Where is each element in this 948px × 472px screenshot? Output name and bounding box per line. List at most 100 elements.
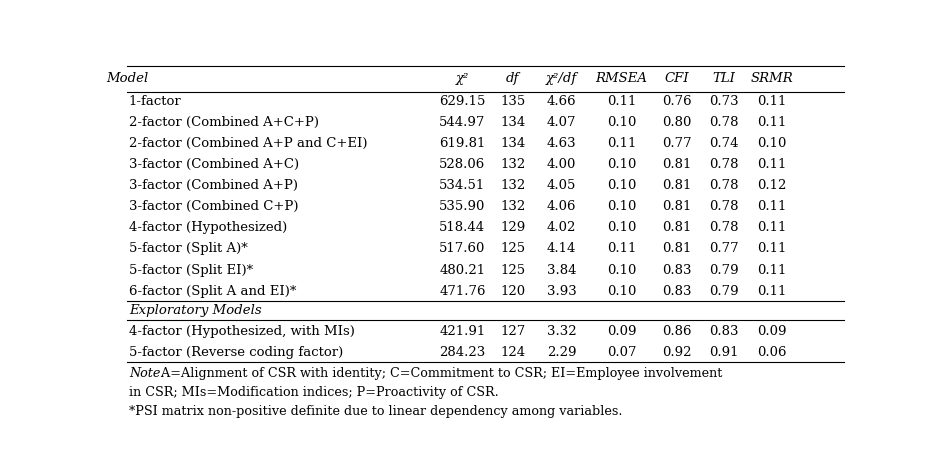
Text: 4.05: 4.05 bbox=[547, 179, 576, 192]
Text: Note.: Note. bbox=[129, 367, 164, 380]
Text: 421.91: 421.91 bbox=[439, 325, 485, 337]
Text: 0.10: 0.10 bbox=[607, 263, 636, 277]
Text: 544.97: 544.97 bbox=[439, 116, 485, 129]
Text: 0.86: 0.86 bbox=[662, 325, 691, 337]
Text: 0.83: 0.83 bbox=[662, 285, 691, 297]
Text: 0.92: 0.92 bbox=[662, 346, 691, 359]
Text: 3-factor (Combined A+P): 3-factor (Combined A+P) bbox=[129, 179, 298, 192]
Text: 0.10: 0.10 bbox=[757, 137, 787, 150]
Text: 0.11: 0.11 bbox=[607, 137, 636, 150]
Text: 2-factor (Combined A+P and C+EI): 2-factor (Combined A+P and C+EI) bbox=[129, 137, 367, 150]
Text: 0.83: 0.83 bbox=[662, 263, 691, 277]
Text: 0.78: 0.78 bbox=[709, 158, 739, 171]
Text: 4.02: 4.02 bbox=[547, 221, 576, 235]
Text: Model: Model bbox=[106, 72, 149, 85]
Text: 3-factor (Combined C+P): 3-factor (Combined C+P) bbox=[129, 200, 299, 213]
Text: 0.07: 0.07 bbox=[607, 346, 636, 359]
Text: 0.78: 0.78 bbox=[709, 200, 739, 213]
Text: 5-factor (Split EI)*: 5-factor (Split EI)* bbox=[129, 263, 253, 277]
Text: 3.84: 3.84 bbox=[547, 263, 576, 277]
Text: 4.66: 4.66 bbox=[547, 95, 576, 108]
Text: 135: 135 bbox=[500, 95, 525, 108]
Text: 528.06: 528.06 bbox=[439, 158, 485, 171]
Text: χ²/df: χ²/df bbox=[546, 72, 577, 85]
Text: 0.11: 0.11 bbox=[757, 200, 787, 213]
Text: 518.44: 518.44 bbox=[439, 221, 485, 235]
Text: Exploratory Models: Exploratory Models bbox=[129, 303, 262, 317]
Text: 0.09: 0.09 bbox=[757, 325, 787, 337]
Text: 0.81: 0.81 bbox=[662, 158, 691, 171]
Text: 2-factor (Combined A+C+P): 2-factor (Combined A+C+P) bbox=[129, 116, 319, 129]
Text: 5-factor (Split A)*: 5-factor (Split A)* bbox=[129, 243, 247, 255]
Text: 0.81: 0.81 bbox=[662, 179, 691, 192]
Text: RMSEA: RMSEA bbox=[595, 72, 647, 85]
Text: 4-factor (Hypothesized, with MIs): 4-factor (Hypothesized, with MIs) bbox=[129, 325, 355, 337]
Text: 480.21: 480.21 bbox=[439, 263, 485, 277]
Text: 0.73: 0.73 bbox=[709, 95, 739, 108]
Text: 0.11: 0.11 bbox=[757, 158, 787, 171]
Text: 0.91: 0.91 bbox=[709, 346, 739, 359]
Text: 0.81: 0.81 bbox=[662, 243, 691, 255]
Text: 4.00: 4.00 bbox=[547, 158, 576, 171]
Text: χ²: χ² bbox=[456, 72, 469, 85]
Text: in CSR; MIs=Modification indices; P=Proactivity of CSR.: in CSR; MIs=Modification indices; P=Proa… bbox=[129, 386, 499, 399]
Text: 125: 125 bbox=[501, 263, 525, 277]
Text: 0.11: 0.11 bbox=[757, 116, 787, 129]
Text: 0.11: 0.11 bbox=[757, 95, 787, 108]
Text: 0.11: 0.11 bbox=[607, 95, 636, 108]
Text: 0.09: 0.09 bbox=[607, 325, 636, 337]
Text: 134: 134 bbox=[500, 137, 525, 150]
Text: 0.11: 0.11 bbox=[607, 243, 636, 255]
Text: 132: 132 bbox=[500, 179, 525, 192]
Text: 0.10: 0.10 bbox=[607, 116, 636, 129]
Text: 134: 134 bbox=[500, 116, 525, 129]
Text: df: df bbox=[506, 72, 520, 85]
Text: 4-factor (Hypothesized): 4-factor (Hypothesized) bbox=[129, 221, 287, 235]
Text: 124: 124 bbox=[501, 346, 525, 359]
Text: 0.11: 0.11 bbox=[757, 285, 787, 297]
Text: CFI: CFI bbox=[665, 72, 689, 85]
Text: 3.93: 3.93 bbox=[547, 285, 576, 297]
Text: 0.74: 0.74 bbox=[709, 137, 739, 150]
Text: 2.29: 2.29 bbox=[547, 346, 576, 359]
Text: 0.76: 0.76 bbox=[662, 95, 691, 108]
Text: 0.78: 0.78 bbox=[709, 179, 739, 192]
Text: A=Alignment of CSR with identity; C=Commitment to CSR; EI=Employee involvement: A=Alignment of CSR with identity; C=Comm… bbox=[156, 367, 722, 380]
Text: 0.10: 0.10 bbox=[607, 285, 636, 297]
Text: 0.77: 0.77 bbox=[662, 137, 691, 150]
Text: 0.12: 0.12 bbox=[757, 179, 787, 192]
Text: 471.76: 471.76 bbox=[439, 285, 485, 297]
Text: 127: 127 bbox=[500, 325, 525, 337]
Text: 4.63: 4.63 bbox=[547, 137, 576, 150]
Text: 0.11: 0.11 bbox=[757, 221, 787, 235]
Text: 284.23: 284.23 bbox=[439, 346, 485, 359]
Text: 4.06: 4.06 bbox=[547, 200, 576, 213]
Text: 0.78: 0.78 bbox=[709, 221, 739, 235]
Text: 0.77: 0.77 bbox=[709, 243, 739, 255]
Text: 3.32: 3.32 bbox=[547, 325, 576, 337]
Text: 0.79: 0.79 bbox=[709, 263, 739, 277]
Text: 534.51: 534.51 bbox=[439, 179, 485, 192]
Text: 0.81: 0.81 bbox=[662, 200, 691, 213]
Text: 132: 132 bbox=[500, 200, 525, 213]
Text: 3-factor (Combined A+C): 3-factor (Combined A+C) bbox=[129, 158, 299, 171]
Text: 0.06: 0.06 bbox=[757, 346, 787, 359]
Text: 0.83: 0.83 bbox=[709, 325, 739, 337]
Text: 0.11: 0.11 bbox=[757, 243, 787, 255]
Text: 0.79: 0.79 bbox=[709, 285, 739, 297]
Text: 517.60: 517.60 bbox=[439, 243, 485, 255]
Text: 120: 120 bbox=[501, 285, 525, 297]
Text: 0.81: 0.81 bbox=[662, 221, 691, 235]
Text: 535.90: 535.90 bbox=[439, 200, 485, 213]
Text: 0.10: 0.10 bbox=[607, 200, 636, 213]
Text: 129: 129 bbox=[500, 221, 525, 235]
Text: *PSI matrix non-positive definite due to linear dependency among variables.: *PSI matrix non-positive definite due to… bbox=[129, 405, 622, 418]
Text: TLI: TLI bbox=[713, 72, 736, 85]
Text: 0.78: 0.78 bbox=[709, 116, 739, 129]
Text: 132: 132 bbox=[500, 158, 525, 171]
Text: 619.81: 619.81 bbox=[439, 137, 485, 150]
Text: 5-factor (Reverse coding factor): 5-factor (Reverse coding factor) bbox=[129, 346, 343, 359]
Text: 1-factor: 1-factor bbox=[129, 95, 181, 108]
Text: 0.11: 0.11 bbox=[757, 263, 787, 277]
Text: 0.10: 0.10 bbox=[607, 158, 636, 171]
